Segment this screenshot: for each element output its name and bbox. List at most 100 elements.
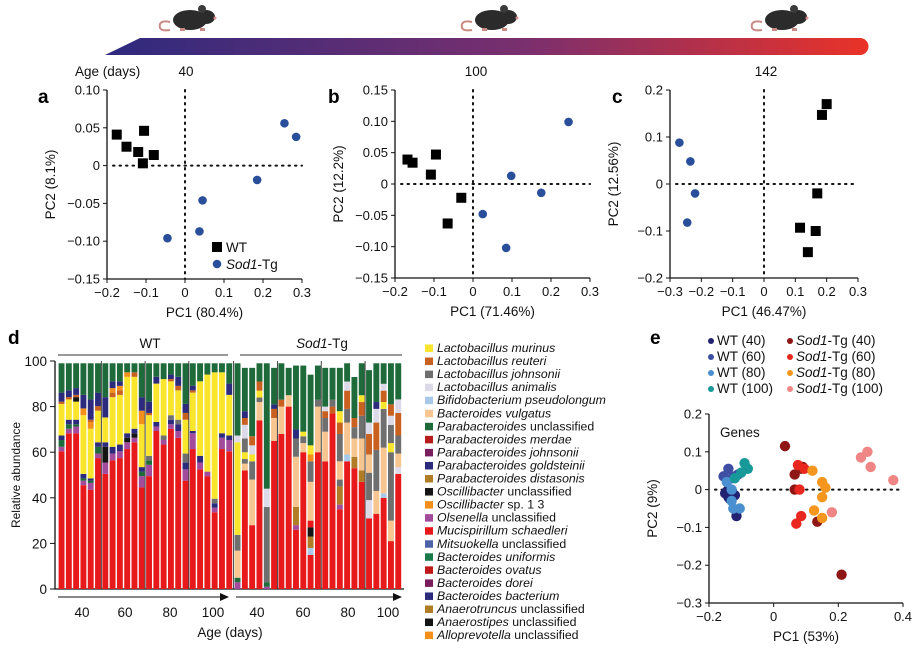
bar-sod1-9 [300, 365, 307, 589]
bar-wt-18 [189, 363, 196, 589]
point-sod1-tg [682, 218, 692, 227]
bar-sod1-16 [351, 376, 358, 589]
legend-marker [787, 386, 793, 392]
bar-segment [175, 419, 182, 425]
bar-sod1-13 [329, 367, 336, 589]
point-series-2 [734, 503, 745, 514]
legend-entry-italic: Sod1 [796, 349, 828, 364]
legend-entry-italic: Anaerostipes [436, 615, 509, 629]
bar-segment [160, 379, 167, 436]
point-sod1-tg [291, 132, 301, 142]
bar-segment [271, 367, 278, 405]
bar-segment [380, 363, 387, 384]
bar-segment [182, 480, 189, 589]
legend-marker [708, 370, 714, 376]
bar-sod1-22 [395, 363, 402, 589]
bar-segment [146, 363, 152, 402]
bar-segment [109, 397, 116, 447]
bar-segment [226, 451, 233, 589]
y-tick-label: 80 [32, 400, 47, 415]
bar-segment [380, 402, 387, 409]
bar-segment [102, 462, 109, 474]
legend-entry: Bifidobacterium pseudolongum [437, 393, 606, 407]
bar-segment [336, 486, 343, 505]
legend-entry: Alloprevotella unclassified [436, 628, 579, 642]
legend-entry-italic: Parabacteroides [437, 419, 527, 433]
point-wt [137, 158, 148, 169]
legend-entry: Oscillibacter sp. 1 3 [437, 498, 544, 512]
bar-segment [373, 513, 380, 589]
point-wt [133, 146, 144, 157]
bar-segment [189, 392, 196, 431]
bar-segment [182, 469, 189, 481]
bar-segment [351, 468, 358, 589]
bar-segment [380, 390, 387, 403]
bar-segment [395, 473, 402, 589]
point-series-6 [820, 482, 831, 493]
bar-segment [138, 410, 145, 425]
bar-segment [87, 421, 94, 429]
legend-swatch [425, 501, 433, 509]
legend-entry-italic: Bacteroides uniformis [437, 550, 555, 564]
x-tick-label: 0.1 [786, 284, 804, 299]
y-tick-label: −0.2 [676, 558, 702, 573]
bar-segment [380, 383, 387, 391]
bar-segment [219, 437, 225, 450]
point-wt [810, 226, 821, 236]
bar-segment [80, 408, 87, 416]
bar-segment [373, 402, 380, 409]
bar-segment [73, 394, 80, 398]
bar-segment [182, 419, 189, 454]
legend-entry-italic: Parabacteroides merdae [437, 432, 572, 446]
point-sod1-tg [195, 227, 204, 236]
bar-wt-23 [226, 363, 233, 589]
point-series-7 [826, 507, 838, 518]
y-tick-label: −0.1 [637, 224, 663, 239]
y-tick-label: 0 [381, 177, 388, 192]
bar-segment [366, 454, 372, 473]
y-tick-label: −0.2 [637, 271, 663, 286]
bar-segment [182, 453, 189, 463]
bar-wt-16 [175, 363, 182, 589]
bar-sod1-2 [249, 367, 256, 589]
legend-entry: Bacteroides ovatus [437, 563, 542, 577]
bar-segment [189, 390, 196, 393]
bar-segment [293, 456, 299, 507]
legend-entry-italic: Sod1 [796, 333, 828, 348]
point-wt [148, 150, 159, 161]
bar-segment [131, 372, 138, 377]
legend-entry-italic: Bacteroides bacterium [437, 589, 559, 603]
bar-segment [395, 412, 402, 436]
legend-entry-italic: Olsenella [437, 511, 488, 525]
legend-entry: Bacteroides uniformis [437, 550, 555, 564]
bar-sod1-18 [366, 370, 372, 589]
bar-wt-8 [116, 363, 123, 589]
legend-entry-italic: Sod1 [796, 365, 828, 380]
legend-entry-italic: Mucispirillum schaedleri [437, 524, 569, 538]
bar-segment [138, 397, 145, 411]
bar-segment [175, 385, 182, 391]
bar-segment [138, 424, 145, 468]
y-tick-label: 0 [39, 582, 47, 597]
bar-segment [197, 455, 204, 463]
legend-entry-italic: Oscillibacter [437, 498, 505, 512]
bar-segment [197, 363, 204, 382]
bar-segment [109, 388, 116, 393]
bar-segment [278, 406, 285, 434]
legend-swatch [425, 488, 433, 496]
point-sod1-tg [501, 243, 511, 253]
bar-wt-17 [182, 363, 189, 589]
point-series-4 [836, 569, 847, 580]
legend-entry: Bacteroides bacterium [437, 589, 559, 603]
bar-segment [351, 418, 358, 428]
bar-segment [307, 445, 314, 455]
bar-segment [95, 410, 101, 443]
bar-segment [241, 438, 248, 453]
point-wt [402, 154, 413, 165]
bar-segment [102, 397, 109, 418]
bar-segment [146, 415, 152, 456]
bar-segment [73, 363, 80, 389]
bar-segment [249, 479, 256, 526]
bar-segment [167, 424, 174, 429]
